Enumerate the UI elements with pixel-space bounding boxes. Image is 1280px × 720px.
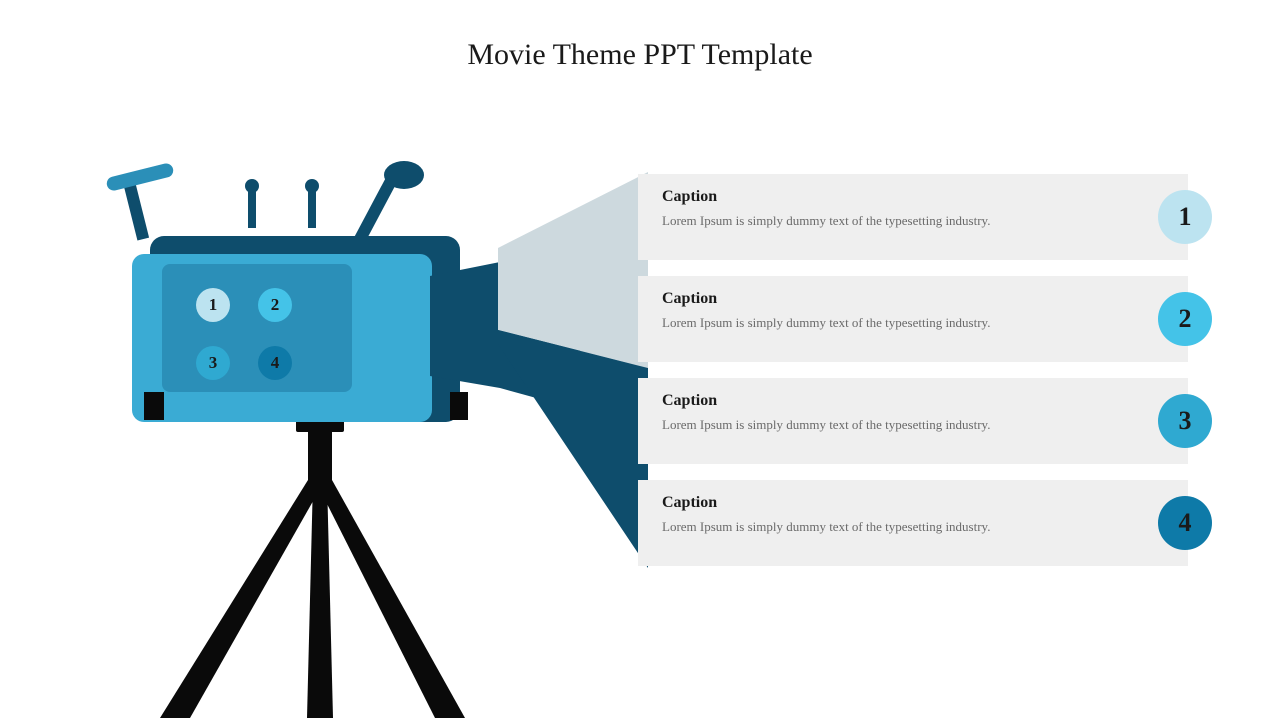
caption-row-2: Caption Lorem Ipsum is simply dummy text… xyxy=(638,276,1188,362)
number-badge-3: 3 xyxy=(1158,394,1212,448)
caption-body: Lorem Ipsum is simply dummy text of the … xyxy=(662,416,1108,434)
caption-title: Caption xyxy=(662,188,1108,206)
caption-row-3: Caption Lorem Ipsum is simply dummy text… xyxy=(638,378,1188,464)
number-badge-4: 4 xyxy=(1158,496,1212,550)
caption-row-4: Caption Lorem Ipsum is simply dummy text… xyxy=(638,480,1188,566)
caption-title: Caption xyxy=(662,392,1108,410)
caption-title: Caption xyxy=(662,290,1108,308)
number-badge-2: 2 xyxy=(1158,292,1212,346)
caption-body: Lorem Ipsum is simply dummy text of the … xyxy=(662,314,1108,332)
page-title: Movie Theme PPT Template xyxy=(0,38,1280,72)
camera-button-4: 4 xyxy=(258,346,292,380)
camera-button-3: 3 xyxy=(196,346,230,380)
camera-button-1: 1 xyxy=(196,288,230,322)
camera-button-2: 2 xyxy=(258,288,292,322)
caption-body: Lorem Ipsum is simply dummy text of the … xyxy=(662,212,1108,230)
caption-row-1: Caption Lorem Ipsum is simply dummy text… xyxy=(638,174,1188,260)
caption-title: Caption xyxy=(662,494,1108,512)
number-badge-1: 1 xyxy=(1158,190,1212,244)
projection-beam xyxy=(498,172,658,572)
caption-body: Lorem Ipsum is simply dummy text of the … xyxy=(662,518,1108,536)
